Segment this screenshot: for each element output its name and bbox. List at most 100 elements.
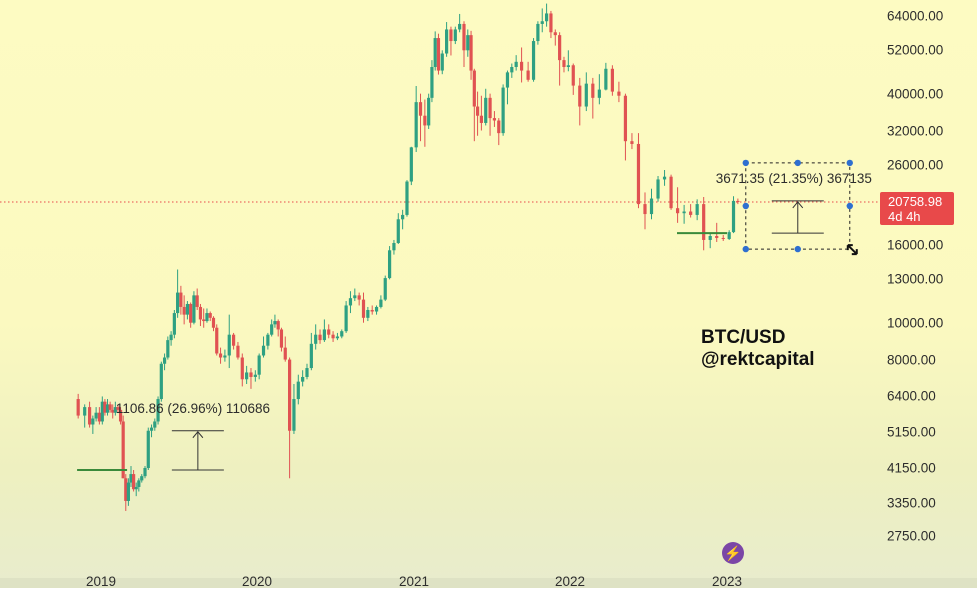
- candle[interactable]: [137, 478, 141, 492]
- candle[interactable]: [531, 38, 536, 82]
- candle[interactable]: [276, 319, 280, 337]
- candle[interactable]: [179, 285, 183, 315]
- candle[interactable]: [156, 396, 160, 425]
- candle[interactable]: [427, 93, 431, 129]
- candle[interactable]: [387, 246, 392, 280]
- candle[interactable]: [159, 361, 163, 402]
- candle[interactable]: [116, 404, 120, 413]
- candle[interactable]: [240, 353, 244, 387]
- candle[interactable]: [305, 363, 309, 380]
- candle[interactable]: [405, 180, 409, 217]
- candle[interactable]: [649, 188, 654, 220]
- candle[interactable]: [261, 336, 266, 358]
- candle[interactable]: [192, 291, 196, 325]
- candle[interactable]: [436, 33, 441, 75]
- candle[interactable]: [597, 74, 601, 105]
- candle[interactable]: [449, 26, 453, 56]
- candle[interactable]: [540, 8, 544, 33]
- candle[interactable]: [379, 295, 383, 309]
- candle[interactable]: [458, 13, 462, 33]
- candle[interactable]: [396, 213, 400, 245]
- candle[interactable]: [591, 77, 595, 119]
- candle[interactable]: [182, 295, 186, 325]
- candle[interactable]: [492, 111, 497, 127]
- candle[interactable]: [392, 239, 396, 255]
- candle[interactable]: [149, 424, 154, 438]
- candle[interactable]: [87, 401, 92, 428]
- candle[interactable]: [727, 230, 731, 240]
- candle[interactable]: [153, 418, 157, 431]
- candle[interactable]: [94, 407, 98, 422]
- candle[interactable]: [166, 336, 170, 360]
- candle[interactable]: [318, 329, 322, 344]
- candle[interactable]: [288, 357, 292, 479]
- candle[interactable]: [292, 384, 296, 434]
- candle[interactable]: [331, 331, 335, 342]
- candle[interactable]: [519, 47, 524, 83]
- candle[interactable]: [296, 374, 300, 405]
- candle[interactable]: [736, 198, 740, 205]
- candle[interactable]: [488, 93, 492, 136]
- candle[interactable]: [91, 415, 95, 434]
- candle[interactable]: [643, 192, 647, 230]
- candle[interactable]: [479, 95, 483, 131]
- candle[interactable]: [510, 63, 514, 78]
- candle[interactable]: [357, 292, 361, 306]
- candle[interactable]: [134, 482, 138, 497]
- candle[interactable]: [301, 370, 305, 387]
- candle[interactable]: [208, 311, 212, 322]
- candle[interactable]: [578, 77, 582, 126]
- candle[interactable]: [231, 332, 236, 350]
- measure-label[interactable]: 1106.86 (26.96%) 110686: [115, 400, 270, 416]
- candle[interactable]: [335, 332, 340, 341]
- candle[interactable]: [505, 70, 510, 105]
- candle[interactable]: [617, 81, 621, 103]
- candle[interactable]: [111, 404, 115, 419]
- candle[interactable]: [466, 29, 470, 57]
- candle[interactable]: [322, 319, 326, 342]
- candle[interactable]: [266, 332, 270, 350]
- candle[interactable]: [227, 314, 231, 369]
- candle[interactable]: [340, 329, 344, 339]
- candle[interactable]: [669, 174, 673, 210]
- candle[interactable]: [630, 133, 634, 150]
- candle[interactable]: [544, 3, 549, 27]
- candle[interactable]: [689, 204, 693, 218]
- candle[interactable]: [189, 302, 193, 328]
- candle[interactable]: [245, 365, 249, 385]
- candle[interactable]: [584, 72, 588, 112]
- candle[interactable]: [366, 306, 370, 322]
- candle[interactable]: [176, 269, 180, 318]
- candle[interactable]: [257, 353, 261, 380]
- candle[interactable]: [108, 401, 112, 413]
- lightning-icon[interactable]: ⚡: [722, 542, 744, 564]
- candle[interactable]: [433, 31, 437, 71]
- measure-label[interactable]: 3671.35 (21.35%) 367135: [715, 170, 872, 186]
- candle[interactable]: [105, 399, 110, 416]
- candle[interactable]: [702, 196, 706, 251]
- candle[interactable]: [76, 393, 80, 419]
- candle[interactable]: [124, 474, 128, 511]
- candle[interactable]: [270, 319, 274, 337]
- candle[interactable]: [172, 309, 176, 339]
- candle[interactable]: [469, 30, 473, 80]
- candle[interactable]: [462, 21, 466, 68]
- candle[interactable]: [353, 288, 357, 302]
- candle[interactable]: [536, 21, 540, 45]
- candle[interactable]: [185, 301, 190, 320]
- candle[interactable]: [675, 187, 680, 223]
- candle[interactable]: [169, 331, 173, 346]
- candle[interactable]: [526, 61, 530, 82]
- time-scale-bar[interactable]: [0, 578, 977, 588]
- candle[interactable]: [273, 314, 277, 328]
- candle[interactable]: [430, 60, 434, 103]
- candle[interactable]: [236, 341, 240, 360]
- candle[interactable]: [129, 466, 133, 487]
- candle[interactable]: [83, 404, 87, 428]
- candle[interactable]: [205, 308, 209, 323]
- candle[interactable]: [211, 316, 216, 332]
- candle[interactable]: [283, 336, 287, 362]
- candle[interactable]: [314, 324, 318, 350]
- candle[interactable]: [100, 396, 104, 425]
